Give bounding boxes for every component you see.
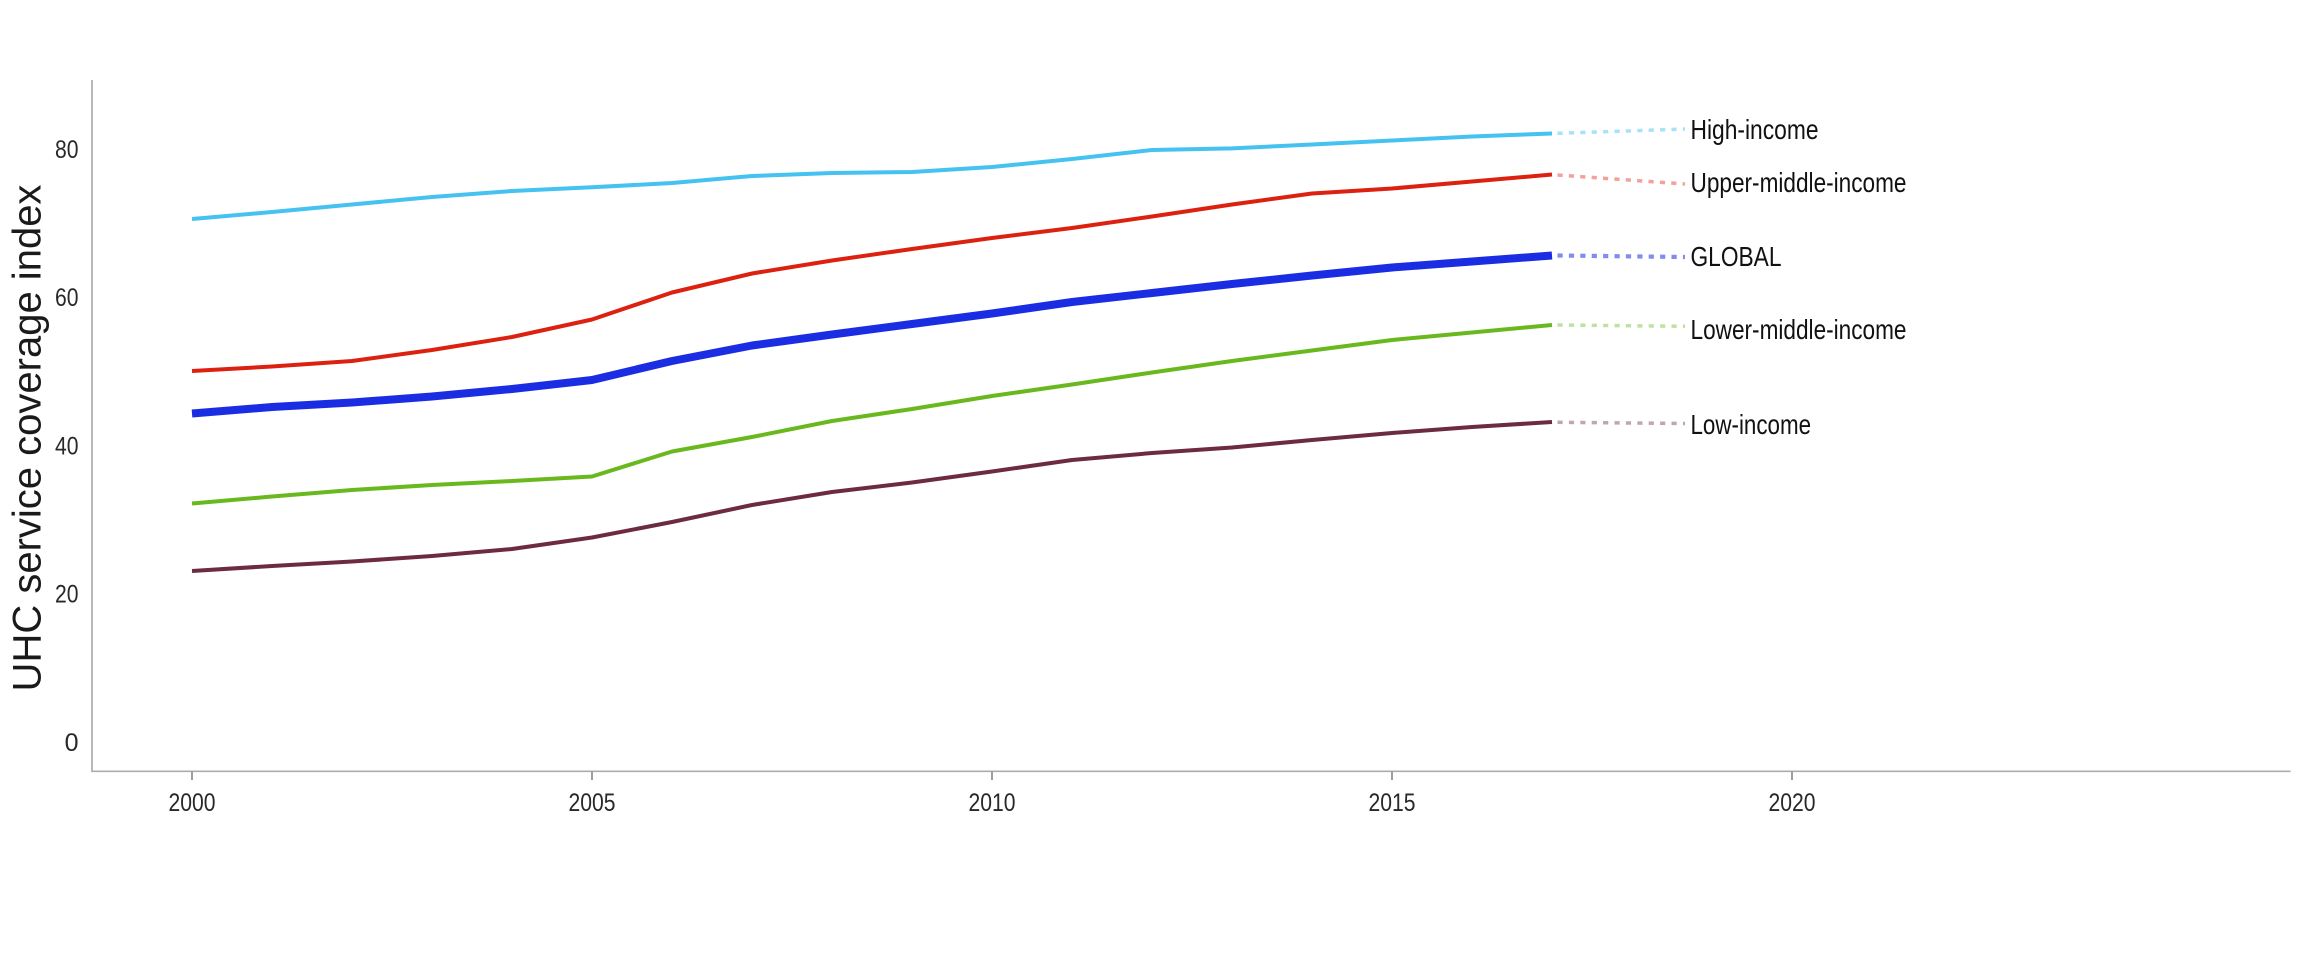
svg-text:2000: 2000 (169, 789, 216, 817)
svg-text:High-income: High-income (1691, 114, 1819, 145)
svg-text:Low-income: Low-income (1691, 409, 1812, 440)
svg-text:80: 80 (55, 136, 79, 164)
svg-text:20: 20 (55, 581, 79, 609)
svg-text:Upper-middle-income: Upper-middle-income (1691, 167, 1907, 198)
svg-text:Lower-middle-income: Lower-middle-income (1691, 314, 1907, 345)
svg-text:UHC service coverage index: UHC service coverage index (6, 185, 50, 692)
svg-text:2005: 2005 (569, 789, 616, 817)
svg-text:40: 40 (55, 432, 79, 460)
svg-text:2020: 2020 (1769, 789, 1816, 817)
svg-text:0: 0 (65, 729, 79, 757)
svg-text:2010: 2010 (969, 789, 1016, 817)
svg-text:2015: 2015 (1369, 789, 1416, 817)
svg-text:60: 60 (55, 284, 79, 312)
svg-text:GLOBAL: GLOBAL (1691, 241, 1782, 272)
